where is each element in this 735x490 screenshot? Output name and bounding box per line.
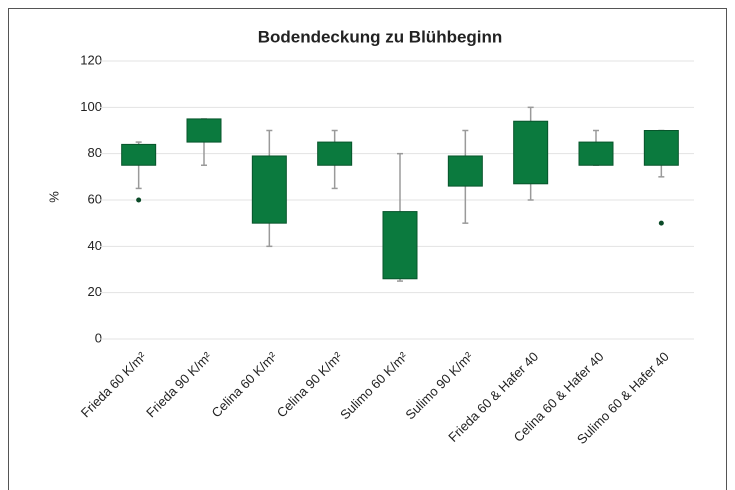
box [251, 155, 287, 224]
y-axis-label: % [46, 191, 61, 203]
box [578, 141, 614, 166]
y-tick-label: 40 [88, 238, 102, 253]
box [513, 120, 549, 185]
y-tick-label: 80 [88, 145, 102, 160]
chart-title: Bodendeckung zu Blühbeginn [258, 27, 503, 46]
box [643, 130, 679, 166]
y-tick-label: 60 [88, 191, 102, 206]
y-tick-label: 20 [88, 284, 102, 299]
box [121, 143, 157, 166]
box [447, 155, 483, 187]
outlier [658, 220, 664, 226]
outlier [136, 197, 142, 203]
frame [8, 8, 727, 490]
box [186, 118, 222, 143]
box [317, 141, 353, 166]
y-tick-label: 0 [95, 330, 102, 345]
box [382, 211, 418, 280]
y-tick-label: 120 [80, 52, 102, 67]
y-tick-label: 100 [80, 99, 102, 114]
